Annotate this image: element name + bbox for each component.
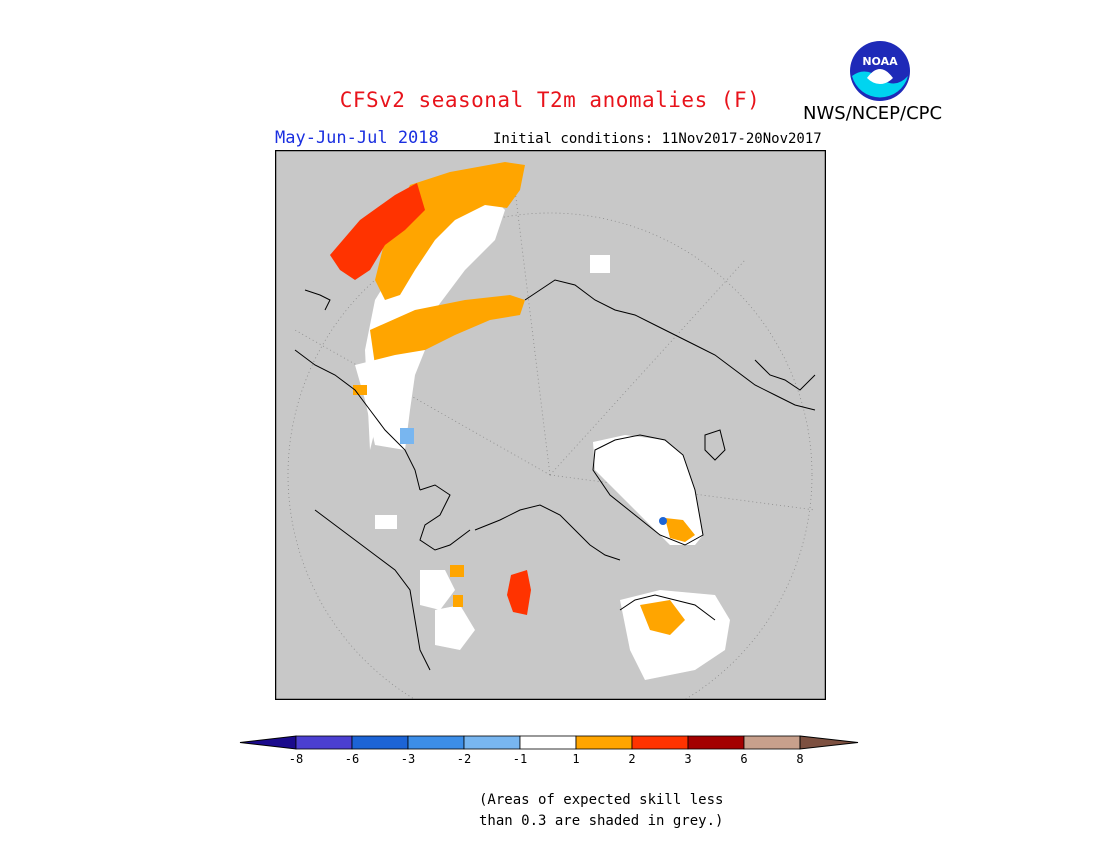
legend-tick-label: 2 <box>628 752 635 766</box>
orange-anomaly-region <box>450 565 464 577</box>
polar-map <box>275 150 826 700</box>
legend-swatch <box>295 735 353 750</box>
legend-swatch <box>407 735 465 750</box>
noaa-logo: NOAA <box>850 41 910 101</box>
white-anomaly-region <box>375 515 397 529</box>
initial-conditions-label: Initial conditions: 11Nov2017-20Nov2017 <box>493 131 822 147</box>
white-anomaly-region <box>593 435 703 545</box>
skill-note: (Areas of expected skill less than 0.3 a… <box>479 790 723 832</box>
latitude-circle <box>287 212 813 700</box>
skill-note-line1: (Areas of expected skill less <box>479 792 724 808</box>
legend-tick-label: 3 <box>684 752 691 766</box>
legend-arrow-low <box>239 735 297 750</box>
red-anomaly-region <box>507 570 531 615</box>
logo-wave <box>852 71 908 98</box>
legend-tick-label: 1 <box>572 752 579 766</box>
legend-tick-label: 8 <box>796 752 803 766</box>
orange-anomaly-region <box>453 595 463 607</box>
white-anomaly-region <box>355 350 425 450</box>
white-anomaly-region <box>435 605 475 650</box>
legend-swatch <box>519 735 577 750</box>
meridian-line <box>294 329 551 476</box>
meridian-line <box>549 259 746 476</box>
meridian-line <box>549 474 816 511</box>
legend-tick-label: 6 <box>740 752 747 766</box>
legend-tick-label: -8 <box>289 752 303 766</box>
color-legend: -8 -6 -3 -2 -1 1 2 3 6 8 <box>239 735 859 766</box>
red-anomaly-region <box>330 183 425 280</box>
map-frame <box>275 150 826 700</box>
legend-tick-label: -1 <box>513 752 527 766</box>
white-anomaly-region <box>365 190 505 450</box>
orange-anomaly-region <box>640 600 685 635</box>
legend-tick-label: -3 <box>401 752 415 766</box>
legend-tick-label: -2 <box>457 752 471 766</box>
legend-swatch <box>687 735 745 750</box>
orange-anomaly-region <box>665 518 695 542</box>
coastlines <box>294 279 816 671</box>
legend-swatch <box>631 735 689 750</box>
legend-swatch <box>575 735 633 750</box>
legend-swatch <box>351 735 409 750</box>
legend-arrow-high <box>799 735 859 750</box>
orange-anomaly-region <box>370 295 525 365</box>
agency-label: NWS/NCEP/CPC <box>803 103 943 124</box>
lightblue-anomaly-region <box>400 428 414 444</box>
legend-swatch <box>463 735 521 750</box>
skill-note-line2: than 0.3 are shaded in grey.) <box>479 813 724 829</box>
logo-bird <box>867 69 893 84</box>
logo-text: NOAA <box>862 55 898 68</box>
blue-anomaly-spot <box>659 517 667 525</box>
orange-anomaly-region <box>353 385 367 395</box>
white-anomaly-region <box>590 255 610 273</box>
white-anomaly-region <box>420 570 455 610</box>
season-label: May-Jun-Jul 2018 <box>275 128 439 148</box>
chart-title: CFSv2 seasonal T2m anomalies (F) <box>339 88 761 112</box>
legend-swatch <box>743 735 801 750</box>
legend-tick-label: -6 <box>345 752 359 766</box>
